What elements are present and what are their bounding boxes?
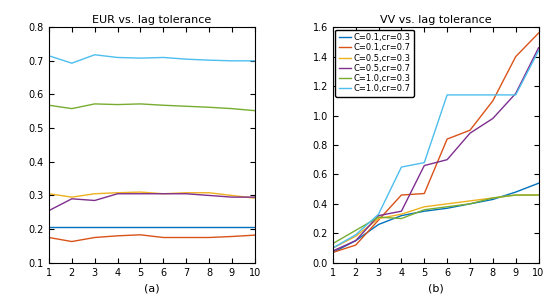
C=0.5,cr=0.3 — [375, 217, 382, 220]
C=0.5,cr=0.7 — [467, 131, 473, 135]
C=0.5,cr=0.3 — [444, 202, 450, 206]
C=0.1,cr=0.7 — [467, 128, 473, 132]
C=0.1,cr=0.7 — [490, 99, 496, 103]
C=0.5,cr=0.7 — [375, 214, 382, 217]
Line: C=0.5,cr=0.7: C=0.5,cr=0.7 — [333, 48, 539, 251]
C=1.0,cr=0.3 — [512, 193, 519, 197]
C=0.1,cr=0.3 — [490, 198, 496, 201]
C=1.0,cr=0.7 — [398, 165, 405, 169]
C=0.1,cr=0.3 — [330, 251, 336, 254]
Line: C=0.5,cr=0.3: C=0.5,cr=0.3 — [333, 195, 539, 248]
C=0.1,cr=0.3 — [421, 209, 428, 213]
C=0.1,cr=0.3 — [353, 239, 359, 243]
C=0.1,cr=0.7 — [421, 192, 428, 195]
C=0.1,cr=0.3 — [467, 202, 473, 206]
C=1.0,cr=0.7 — [353, 233, 359, 236]
C=1.0,cr=0.7 — [512, 93, 519, 97]
C=1.0,cr=0.3 — [398, 217, 405, 220]
C=1.0,cr=0.7 — [467, 93, 473, 97]
C=1.0,cr=0.3 — [375, 215, 382, 219]
C=1.0,cr=0.3 — [490, 196, 496, 200]
C=1.0,cr=0.7 — [535, 49, 542, 53]
Line: C=0.1,cr=0.3: C=0.1,cr=0.3 — [333, 183, 539, 252]
C=1.0,cr=0.7 — [444, 93, 450, 97]
C=1.0,cr=0.7 — [421, 161, 428, 164]
C=0.5,cr=0.7 — [330, 249, 336, 253]
C=0.5,cr=0.7 — [421, 164, 428, 167]
C=0.5,cr=0.3 — [467, 199, 473, 203]
C=0.1,cr=0.7 — [398, 193, 405, 197]
C=1.0,cr=0.3 — [353, 229, 359, 232]
C=0.5,cr=0.3 — [330, 246, 336, 250]
C=0.1,cr=0.3 — [375, 223, 382, 226]
C=0.5,cr=0.3 — [421, 205, 428, 209]
C=1.0,cr=0.7 — [375, 212, 382, 216]
C=0.5,cr=0.7 — [535, 46, 542, 50]
C=0.5,cr=0.3 — [490, 196, 496, 200]
C=0.5,cr=0.7 — [398, 209, 405, 213]
C=0.5,cr=0.3 — [398, 212, 405, 216]
C=0.5,cr=0.7 — [490, 117, 496, 120]
C=0.5,cr=0.3 — [512, 193, 519, 197]
C=0.1,cr=0.3 — [398, 214, 405, 217]
C=0.1,cr=0.7 — [535, 31, 542, 35]
Line: C=1.0,cr=0.3: C=1.0,cr=0.3 — [333, 195, 539, 244]
Title: VV vs. lag tolerance: VV vs. lag tolerance — [380, 15, 492, 25]
C=1.0,cr=0.3 — [421, 208, 428, 211]
C=0.1,cr=0.7 — [375, 218, 382, 222]
C=1.0,cr=0.7 — [330, 246, 336, 250]
Line: C=0.1,cr=0.7: C=0.1,cr=0.7 — [333, 33, 539, 252]
C=0.1,cr=0.7 — [444, 137, 450, 141]
X-axis label: (b): (b) — [428, 283, 443, 293]
C=0.1,cr=0.7 — [512, 55, 519, 59]
C=0.5,cr=0.7 — [512, 92, 519, 95]
C=1.0,cr=0.7 — [490, 93, 496, 97]
C=0.5,cr=0.3 — [535, 193, 542, 197]
C=0.1,cr=0.7 — [330, 251, 336, 254]
C=1.0,cr=0.3 — [444, 205, 450, 209]
C=1.0,cr=0.3 — [535, 193, 542, 197]
C=0.5,cr=0.7 — [444, 158, 450, 162]
C=0.1,cr=0.3 — [535, 182, 542, 185]
C=1.0,cr=0.3 — [330, 242, 336, 246]
Title: EUR vs. lag tolerance: EUR vs. lag tolerance — [92, 15, 212, 25]
C=0.5,cr=0.3 — [353, 234, 359, 238]
C=1.0,cr=0.3 — [467, 202, 473, 206]
X-axis label: (a): (a) — [144, 283, 159, 293]
Line: C=1.0,cr=0.7: C=1.0,cr=0.7 — [333, 51, 539, 248]
C=0.1,cr=0.3 — [512, 190, 519, 194]
C=0.1,cr=0.7 — [353, 243, 359, 247]
C=0.1,cr=0.3 — [444, 207, 450, 210]
C=0.5,cr=0.7 — [353, 239, 359, 243]
Legend: C=0.1,cr=0.3, C=0.1,cr=0.7, C=0.5,cr=0.3, C=0.5,cr=0.7, C=1.0,cr=0.3, C=1.0,cr=0: C=0.1,cr=0.3, C=0.1,cr=0.7, C=0.5,cr=0.3… — [335, 30, 414, 97]
